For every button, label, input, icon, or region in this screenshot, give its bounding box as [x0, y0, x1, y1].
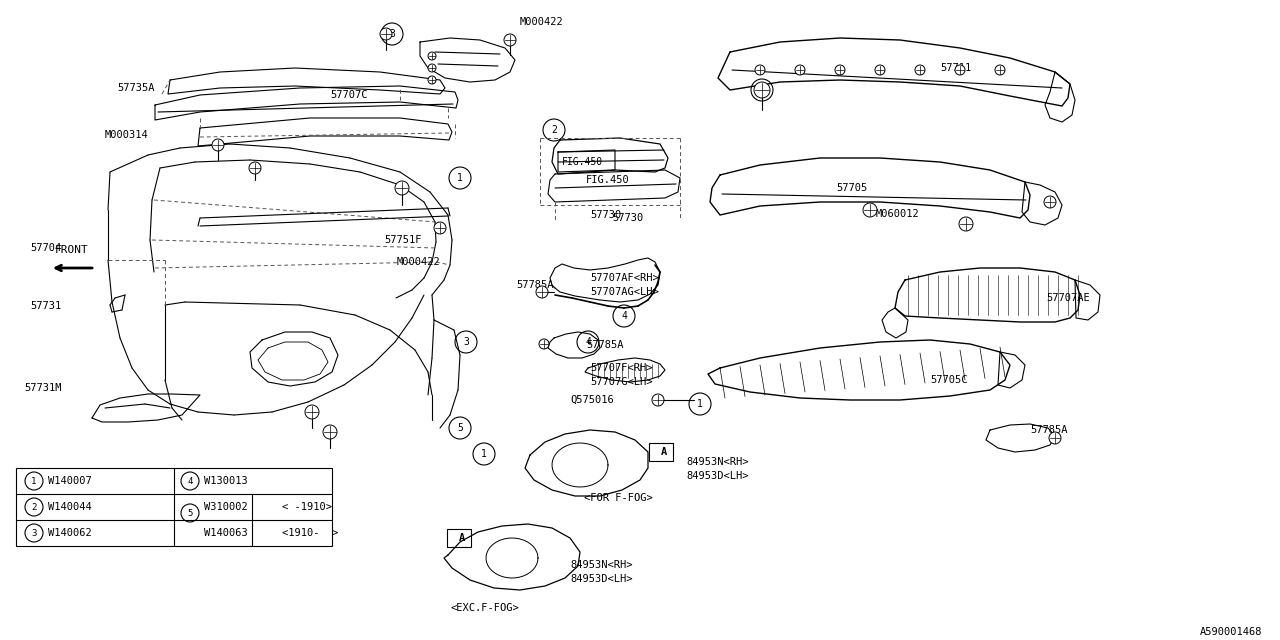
Circle shape	[795, 65, 805, 75]
Text: FRONT: FRONT	[55, 245, 88, 255]
Circle shape	[428, 52, 436, 60]
Text: < -1910>: < -1910>	[282, 502, 332, 512]
Text: Q575016: Q575016	[570, 395, 613, 405]
Text: FIG.450: FIG.450	[586, 175, 630, 185]
Text: 84953D<LH>: 84953D<LH>	[686, 471, 749, 481]
Text: 57707AG<LH>: 57707AG<LH>	[590, 287, 659, 297]
Text: M000422: M000422	[520, 17, 563, 27]
Text: 3: 3	[389, 29, 396, 39]
Text: 57785A: 57785A	[586, 340, 623, 350]
Bar	[17, 468, 332, 546]
Circle shape	[536, 286, 548, 298]
Text: 2: 2	[31, 502, 37, 511]
Text: <EXC.F-FOG>: <EXC.F-FOG>	[451, 603, 518, 613]
Circle shape	[323, 425, 337, 439]
Text: 57751F: 57751F	[384, 235, 422, 245]
Circle shape	[876, 65, 884, 75]
Circle shape	[212, 139, 224, 151]
Text: <FOR F-FOG>: <FOR F-FOG>	[584, 493, 653, 503]
Circle shape	[835, 65, 845, 75]
Text: 5: 5	[457, 423, 463, 433]
Text: FIG.450: FIG.450	[562, 157, 603, 167]
Text: M000314: M000314	[104, 130, 148, 140]
Circle shape	[380, 28, 392, 40]
Text: 4: 4	[187, 477, 193, 486]
Text: 57707G<LH>: 57707G<LH>	[590, 377, 653, 387]
Text: 57705C: 57705C	[931, 375, 968, 385]
Text: W140007: W140007	[49, 476, 92, 486]
Circle shape	[652, 394, 664, 406]
Text: W140063: W140063	[204, 528, 248, 538]
Text: 1: 1	[481, 449, 486, 459]
Text: 1: 1	[31, 477, 37, 486]
Circle shape	[1044, 196, 1056, 208]
Circle shape	[504, 34, 516, 46]
Text: 57707C: 57707C	[330, 90, 369, 100]
Text: A590001468: A590001468	[1199, 627, 1262, 637]
Text: W140044: W140044	[49, 502, 92, 512]
Text: 57730: 57730	[612, 213, 644, 223]
Text: 84953N<RH>: 84953N<RH>	[686, 457, 749, 467]
Circle shape	[755, 65, 765, 75]
Circle shape	[428, 64, 436, 72]
Text: 1: 1	[457, 173, 463, 183]
Text: 57707AF<RH>: 57707AF<RH>	[590, 273, 659, 283]
Text: 57785A: 57785A	[517, 280, 554, 290]
Text: 5: 5	[187, 509, 193, 518]
Text: 57731: 57731	[31, 301, 61, 311]
Circle shape	[305, 405, 319, 419]
Text: A: A	[660, 447, 667, 457]
Text: 57707F<RH>: 57707F<RH>	[590, 363, 653, 373]
Text: W130013: W130013	[204, 476, 248, 486]
Text: M000422: M000422	[397, 257, 440, 267]
Text: W310002: W310002	[204, 502, 248, 512]
Text: 3: 3	[31, 529, 37, 538]
Text: A: A	[460, 533, 465, 543]
Circle shape	[1050, 432, 1061, 444]
Text: 57731M: 57731M	[24, 383, 61, 393]
Circle shape	[428, 76, 436, 84]
Text: 57704: 57704	[31, 243, 61, 253]
Text: 2: 2	[552, 125, 557, 135]
Circle shape	[955, 65, 965, 75]
Text: 57735A: 57735A	[118, 83, 155, 93]
Circle shape	[915, 65, 925, 75]
Text: <1910-  >: <1910- >	[282, 528, 338, 538]
Circle shape	[539, 339, 549, 349]
Text: 57707AE: 57707AE	[1046, 293, 1089, 303]
Circle shape	[754, 82, 771, 98]
Circle shape	[959, 217, 973, 231]
Text: W140062: W140062	[49, 528, 92, 538]
Text: 84953D<LH>: 84953D<LH>	[570, 574, 632, 584]
Text: 57730: 57730	[590, 210, 621, 220]
Text: 57785A: 57785A	[1030, 425, 1068, 435]
Circle shape	[396, 181, 410, 195]
Text: M060012: M060012	[876, 209, 920, 219]
Text: 4: 4	[621, 311, 627, 321]
Circle shape	[863, 203, 877, 217]
Text: 84953N<RH>: 84953N<RH>	[570, 560, 632, 570]
Circle shape	[250, 162, 261, 174]
Text: 3: 3	[463, 337, 468, 347]
Text: 1: 1	[698, 399, 703, 409]
Text: 1: 1	[759, 85, 765, 95]
Text: 4: 4	[585, 337, 591, 347]
Text: 57705: 57705	[836, 183, 868, 193]
Circle shape	[434, 222, 445, 234]
Circle shape	[995, 65, 1005, 75]
Text: 57711: 57711	[940, 63, 972, 73]
